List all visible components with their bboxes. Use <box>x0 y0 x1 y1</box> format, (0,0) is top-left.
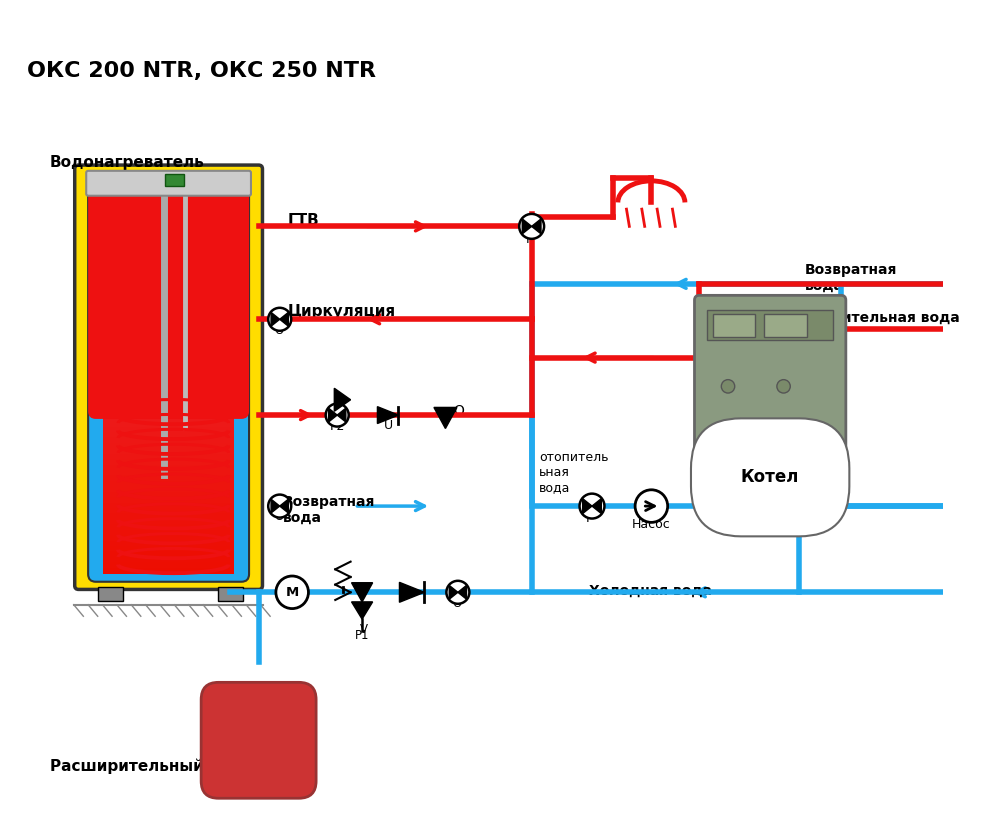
Text: Возвратная
вода: Возвратная вода <box>805 263 897 294</box>
Polygon shape <box>271 500 279 513</box>
Bar <box>103 470 234 476</box>
FancyBboxPatch shape <box>89 180 249 582</box>
Text: O: O <box>453 404 464 418</box>
Bar <box>103 540 234 547</box>
Circle shape <box>777 379 790 393</box>
Bar <box>103 486 234 493</box>
Bar <box>103 514 234 520</box>
Circle shape <box>447 580 469 604</box>
Bar <box>712 314 755 337</box>
Bar <box>103 492 234 498</box>
Polygon shape <box>378 407 399 424</box>
Bar <box>103 481 234 487</box>
Text: V: V <box>360 623 368 636</box>
Text: P1: P1 <box>355 629 369 642</box>
Bar <box>103 503 234 509</box>
Circle shape <box>276 576 308 609</box>
Polygon shape <box>450 585 458 599</box>
Polygon shape <box>335 389 350 411</box>
Bar <box>218 586 243 601</box>
Text: отопительная вода: отопительная вода <box>805 311 959 325</box>
Text: M: M <box>285 585 299 599</box>
FancyBboxPatch shape <box>75 165 263 590</box>
Polygon shape <box>329 408 338 422</box>
Text: Водонагреватель: Водонагреватель <box>50 155 205 170</box>
Text: U: U <box>276 510 284 523</box>
Polygon shape <box>338 408 345 422</box>
Text: ГТВ: ГТВ <box>287 214 319 229</box>
Bar <box>103 546 234 552</box>
Bar <box>103 562 234 569</box>
Text: Циркуляция: Циркуляция <box>287 304 396 319</box>
Text: отопитель
ьная
вода: отопитель ьная вода <box>539 451 609 494</box>
Bar <box>103 519 234 525</box>
Polygon shape <box>279 313 288 326</box>
Text: T: T <box>523 233 531 245</box>
Polygon shape <box>400 582 424 602</box>
Circle shape <box>721 379 735 393</box>
Text: Котел: Котел <box>741 469 799 486</box>
Bar <box>103 557 234 563</box>
Text: U: U <box>454 596 462 610</box>
Text: U: U <box>276 324 284 337</box>
Bar <box>103 525 234 530</box>
Bar <box>103 508 234 515</box>
Polygon shape <box>351 583 373 602</box>
Circle shape <box>580 494 604 519</box>
Text: Насос: Насос <box>632 518 671 531</box>
Text: U: U <box>384 420 393 432</box>
Text: Расширительный бак: Расширительный бак <box>50 759 240 774</box>
Text: ОКС 200 NTR, ОКС 250 NTR: ОКС 200 NTR, ОКС 250 NTR <box>27 61 376 81</box>
Bar <box>103 415 234 422</box>
Polygon shape <box>279 500 288 513</box>
Polygon shape <box>531 219 541 234</box>
Bar <box>103 432 234 439</box>
FancyBboxPatch shape <box>87 171 251 196</box>
Circle shape <box>777 423 790 436</box>
Polygon shape <box>583 499 592 514</box>
Polygon shape <box>592 499 601 514</box>
Bar <box>103 465 234 471</box>
Bar <box>103 497 234 504</box>
Bar <box>164 173 184 186</box>
Polygon shape <box>271 313 279 326</box>
Bar <box>707 309 833 340</box>
Bar <box>103 454 234 460</box>
FancyBboxPatch shape <box>89 180 249 419</box>
Bar <box>103 535 234 541</box>
Text: P2: P2 <box>330 420 344 434</box>
Text: Холодная вода: Холодная вода <box>589 584 712 598</box>
Text: Возвратная
вода: Возвратная вода <box>282 495 375 525</box>
Bar <box>103 460 234 465</box>
Bar <box>103 410 234 417</box>
Circle shape <box>269 495 291 518</box>
Bar <box>103 443 234 450</box>
Bar <box>103 426 234 433</box>
Bar <box>103 438 234 444</box>
Bar <box>97 586 123 601</box>
Circle shape <box>326 404 348 426</box>
Polygon shape <box>523 219 531 234</box>
Bar <box>103 530 234 536</box>
Polygon shape <box>351 602 373 619</box>
Bar <box>765 314 807 337</box>
Polygon shape <box>434 408 457 429</box>
Text: T: T <box>584 512 592 525</box>
Circle shape <box>520 214 544 239</box>
Bar <box>103 551 234 558</box>
Bar <box>103 475 234 482</box>
Bar <box>103 449 234 455</box>
Polygon shape <box>458 585 466 599</box>
Bar <box>103 421 234 428</box>
Bar <box>103 568 234 574</box>
FancyBboxPatch shape <box>201 682 316 798</box>
FancyBboxPatch shape <box>695 295 846 511</box>
Circle shape <box>635 490 668 522</box>
Circle shape <box>269 308 291 331</box>
Circle shape <box>721 423 735 436</box>
